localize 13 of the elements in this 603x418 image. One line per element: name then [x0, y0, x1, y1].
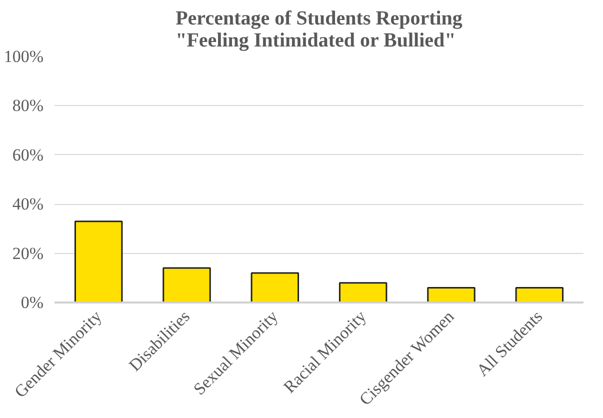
- y-tick-label: 60%: [12, 145, 44, 164]
- y-tick-label: 20%: [12, 244, 44, 263]
- y-tick-label: 80%: [12, 96, 44, 116]
- bar: [427, 286, 476, 302]
- y-tick-label: 100%: [4, 47, 44, 66]
- y-tick-label: 40%: [12, 194, 44, 214]
- bar: [74, 220, 123, 302]
- bar: [250, 272, 300, 302]
- bar: [162, 267, 211, 302]
- y-tick-label: 0%: [20, 293, 44, 312]
- bar: [515, 286, 564, 302]
- chart-title: Percentage of Students Reporting "Feeling Intimidated or Bullied": [176, 8, 462, 52]
- bar: [338, 282, 388, 302]
